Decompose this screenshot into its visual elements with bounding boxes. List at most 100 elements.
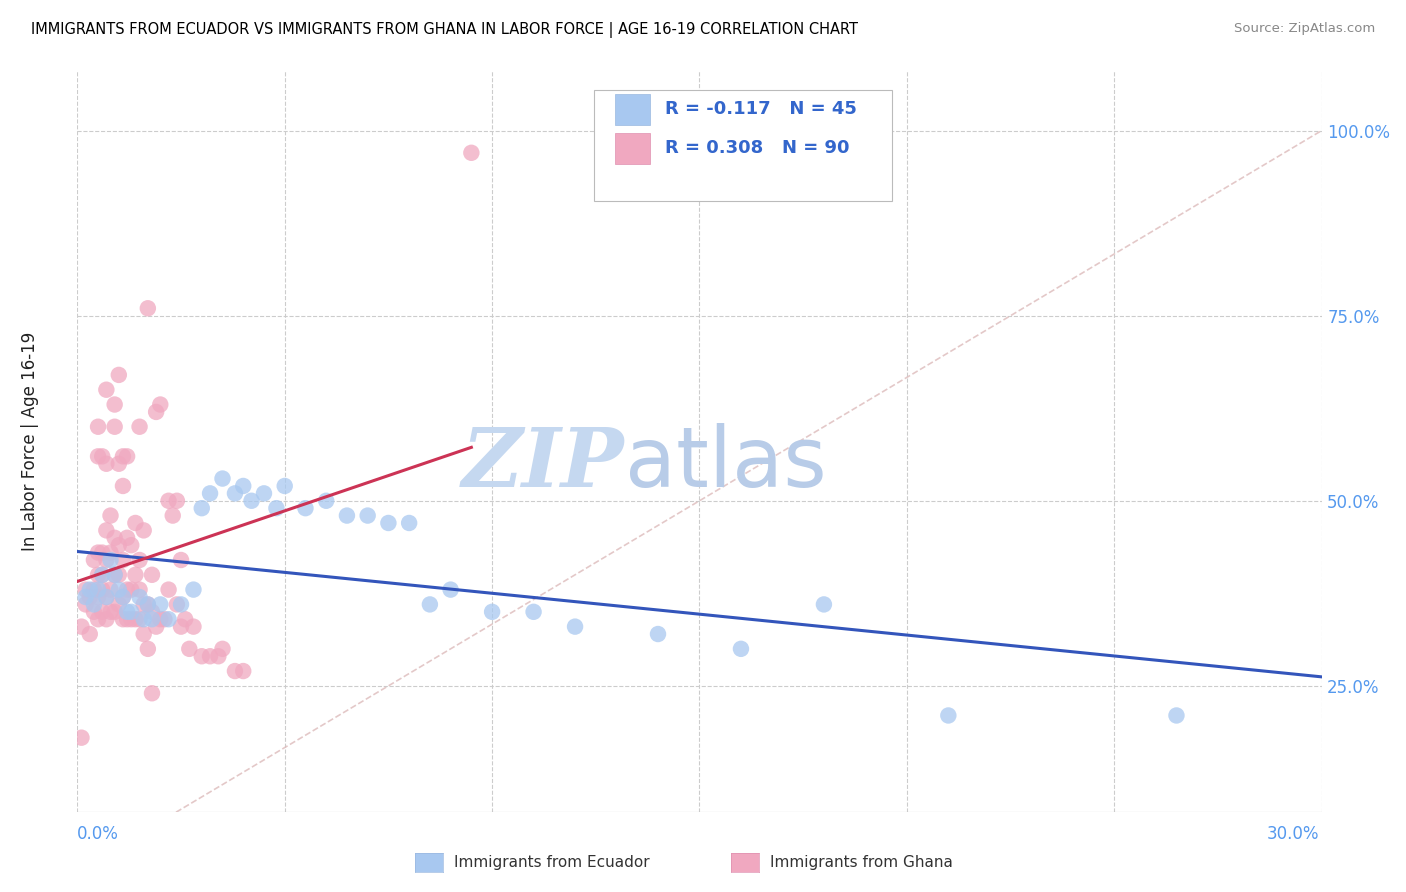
Point [440,582,463,597]
Text: Immigrants from Ecuador: Immigrants from Ecuador [454,855,650,870]
Point [124,612,146,626]
Point [104,605,127,619]
Point [111,450,134,464]
Point [111,612,134,626]
Point [157,582,180,597]
Point [115,582,138,597]
Point [115,612,138,626]
Point [132,524,155,538]
Point [111,590,134,604]
Text: R = 0.308   N = 90: R = 0.308 N = 90 [665,139,849,157]
Text: In Labor Force | Age 16-19: In Labor Force | Age 16-19 [21,332,39,551]
Point [170,619,193,633]
Point [100,508,122,523]
Point [70,619,93,633]
Point [170,598,193,612]
Point [149,398,172,412]
Point [647,627,669,641]
Point [191,649,214,664]
Point [91,567,114,582]
Point [111,553,134,567]
Point [87,419,110,434]
Point [111,590,134,604]
Point [132,598,155,612]
Point [191,501,214,516]
Point [336,508,359,523]
Point [96,383,118,397]
Point [83,605,105,619]
Point [419,598,441,612]
Point [104,398,127,412]
Point [100,582,122,597]
Point [211,641,233,656]
Point [91,605,114,619]
Point [96,524,118,538]
Point [79,627,101,641]
Point [87,582,110,597]
FancyBboxPatch shape [614,94,650,125]
Point [730,641,752,656]
Point [120,582,142,597]
Point [96,553,118,567]
Point [104,567,127,582]
Point [96,590,118,604]
Point [75,590,97,604]
Point [96,590,118,604]
Point [91,582,114,597]
Point [120,605,142,619]
Point [83,598,105,612]
Point [70,731,93,745]
Point [87,612,110,626]
Point [224,664,246,678]
Point [132,612,155,626]
Point [104,419,127,434]
Point [136,598,159,612]
Point [111,479,134,493]
Point [145,619,167,633]
Point [115,605,138,619]
Point [232,664,254,678]
Point [128,582,150,597]
Point [183,619,205,633]
Point [253,486,276,500]
Point [166,598,188,612]
Point [91,567,114,582]
Point [104,531,127,545]
Point [108,538,131,552]
Point [96,612,118,626]
Point [232,479,254,493]
Point [377,516,399,530]
Point [149,598,172,612]
Point [108,368,131,382]
Point [141,605,163,619]
Point [357,508,380,523]
FancyBboxPatch shape [614,133,650,164]
Point [145,405,167,419]
Point [132,627,155,641]
Point [100,553,122,567]
Point [115,531,138,545]
Point [79,582,101,597]
Point [124,567,146,582]
Point [120,612,142,626]
Point [141,686,163,700]
Text: atlas: atlas [624,423,827,504]
Point [128,553,150,567]
Point [87,450,110,464]
Point [91,450,114,464]
Text: 0.0%: 0.0% [77,825,120,843]
Point [104,567,127,582]
Point [157,493,180,508]
Point [87,567,110,582]
Point [141,567,163,582]
Point [75,582,97,597]
Point [108,567,131,582]
Point [124,516,146,530]
Point [128,612,150,626]
Text: R = -0.117   N = 45: R = -0.117 N = 45 [665,100,856,118]
Point [938,708,960,723]
Point [211,471,233,485]
Point [141,612,163,626]
Point [170,553,193,567]
Point [198,649,221,664]
